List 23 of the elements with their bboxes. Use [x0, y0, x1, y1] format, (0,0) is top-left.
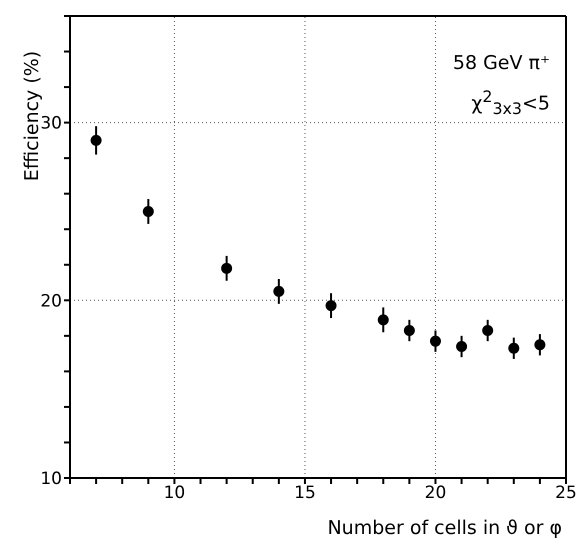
x-tick-label: 25: [555, 483, 577, 504]
y-tick-label: 30: [40, 114, 62, 134]
point: [534, 339, 546, 350]
x-tick-label: 10: [164, 483, 186, 504]
point: [378, 314, 389, 326]
point: [326, 300, 337, 312]
y-tick-label: 10: [40, 469, 62, 490]
point: [508, 342, 520, 354]
point: [221, 262, 232, 274]
point: [404, 325, 415, 336]
y-tick-label: 20: [40, 291, 62, 312]
point: [142, 206, 154, 217]
annotation: χ$^{2}$$_{3x3}$<5: [470, 86, 550, 120]
x-axis-title: Number of cells in ϑ or φ: [327, 517, 562, 539]
x-tick-label: 20: [424, 483, 446, 504]
point: [482, 325, 494, 336]
point: [273, 286, 284, 297]
annotation: 58 GeV π⁺: [452, 51, 550, 76]
point: [430, 336, 441, 347]
y-axis-title: Efficiency (%): [21, 50, 43, 182]
point: [90, 134, 102, 146]
x-tick-label: 15: [294, 483, 316, 504]
point: [456, 341, 468, 352]
